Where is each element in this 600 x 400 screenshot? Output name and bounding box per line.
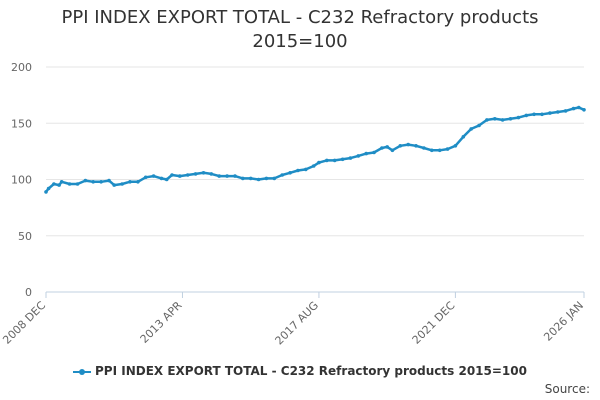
data-point bbox=[445, 147, 450, 151]
data-point bbox=[159, 176, 164, 181]
source-label: Source: bbox=[544, 382, 590, 396]
data-point bbox=[209, 172, 214, 176]
data-point bbox=[52, 182, 56, 186]
data-point bbox=[57, 183, 61, 187]
data-point bbox=[540, 112, 544, 117]
data-point bbox=[225, 174, 229, 178]
data-point bbox=[390, 148, 395, 153]
data-point bbox=[493, 117, 497, 121]
data-point bbox=[500, 118, 505, 122]
data-point bbox=[356, 154, 361, 158]
data-point bbox=[325, 158, 329, 163]
data-point bbox=[430, 148, 434, 153]
data-point bbox=[164, 177, 169, 182]
y-tick-label: 100 bbox=[11, 174, 32, 187]
data-point bbox=[59, 180, 64, 184]
data-point bbox=[201, 171, 206, 175]
chart-legend[interactable]: PPI INDEX EXPORT TOTAL - C232 Refractory… bbox=[0, 364, 600, 378]
data-point bbox=[280, 173, 285, 177]
data-point bbox=[304, 167, 308, 172]
data-point bbox=[477, 123, 481, 128]
data-point bbox=[406, 142, 411, 147]
data-point bbox=[340, 157, 345, 162]
data-point bbox=[437, 148, 442, 153]
data-point bbox=[288, 171, 292, 175]
data-point bbox=[178, 174, 182, 178]
data-point bbox=[548, 111, 552, 115]
chart-title-line-1: PPI INDEX EXPORT TOTAL - C232 Refractory… bbox=[61, 7, 539, 28]
x-tick-label: 2017 AUG bbox=[273, 299, 322, 348]
data-point bbox=[75, 182, 80, 186]
data-point bbox=[107, 178, 111, 183]
data-point bbox=[508, 117, 513, 121]
data-point bbox=[136, 180, 140, 184]
data-point bbox=[256, 177, 261, 182]
y-tick-label: 50 bbox=[18, 230, 32, 243]
chart-title: PPI INDEX EXPORT TOTAL - C232 Refractory… bbox=[0, 6, 600, 54]
y-tick-label: 0 bbox=[25, 286, 32, 299]
data-point bbox=[233, 174, 237, 178]
data-point bbox=[422, 146, 426, 150]
data-point bbox=[296, 168, 300, 173]
data-point bbox=[120, 182, 124, 186]
data-point bbox=[67, 182, 72, 186]
data-point bbox=[372, 150, 376, 155]
data-point bbox=[516, 115, 521, 120]
data-point bbox=[556, 110, 560, 114]
data-point bbox=[44, 190, 48, 194]
data-point bbox=[577, 105, 581, 110]
data-point bbox=[485, 118, 489, 122]
chart-title-line-2: 2015=100 bbox=[252, 31, 348, 52]
data-point bbox=[46, 186, 51, 191]
data-point bbox=[112, 183, 116, 187]
data-point bbox=[83, 178, 88, 183]
data-point bbox=[364, 151, 369, 156]
y-tick-label: 200 bbox=[11, 61, 32, 74]
data-point bbox=[264, 176, 269, 181]
data-point bbox=[170, 173, 174, 177]
data-point bbox=[453, 144, 458, 148]
data-point bbox=[414, 144, 418, 148]
data-point bbox=[128, 180, 132, 184]
data-point bbox=[193, 172, 198, 176]
data-point bbox=[99, 180, 103, 184]
data-point bbox=[317, 160, 321, 165]
data-point bbox=[332, 158, 337, 163]
data-point bbox=[151, 174, 156, 178]
x-tick-label: 2026 JAN bbox=[541, 299, 586, 344]
legend-series-label: PPI INDEX EXPORT TOTAL - C232 Refractory… bbox=[95, 364, 527, 378]
data-point bbox=[217, 174, 221, 178]
data-point bbox=[563, 109, 568, 113]
data-point bbox=[272, 176, 277, 181]
data-point bbox=[185, 173, 190, 177]
data-point bbox=[91, 180, 95, 184]
y-tick-label: 150 bbox=[11, 117, 32, 130]
data-point bbox=[241, 176, 245, 181]
x-tick-label: 2008 DEC bbox=[0, 299, 48, 347]
data-point bbox=[398, 144, 403, 148]
data-point bbox=[143, 175, 148, 180]
data-point bbox=[571, 106, 576, 111]
data-point bbox=[248, 176, 253, 181]
data-point bbox=[348, 156, 353, 160]
data-point bbox=[532, 112, 536, 117]
data-point bbox=[380, 146, 384, 150]
data-point bbox=[461, 135, 466, 139]
data-point bbox=[311, 164, 316, 168]
data-point bbox=[469, 127, 474, 131]
x-tick-label: 2021 DEC bbox=[410, 299, 458, 347]
data-point bbox=[524, 113, 529, 118]
data-point bbox=[582, 108, 586, 112]
legend-series-marker bbox=[73, 367, 92, 377]
x-tick-label: 2013 APR bbox=[138, 299, 185, 346]
data-point bbox=[385, 145, 390, 149]
